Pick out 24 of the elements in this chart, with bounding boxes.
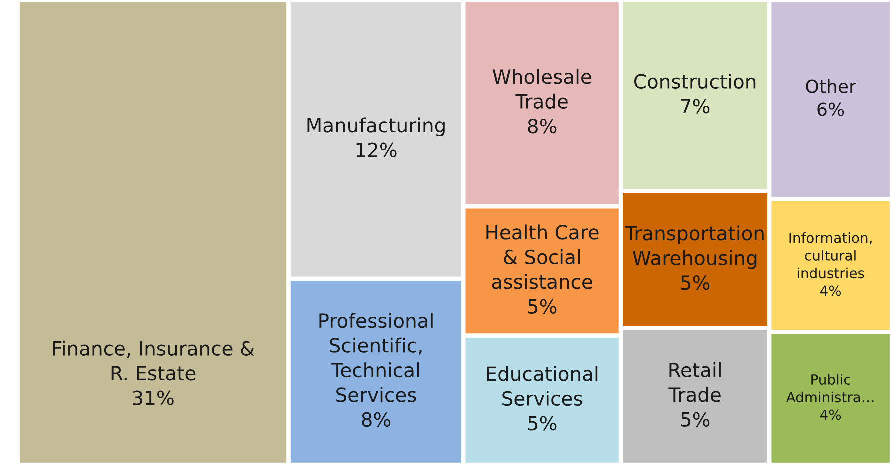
- category-label: Wholesale Trade: [492, 69, 592, 109]
- data-label: 7%: [681, 99, 710, 114]
- data-label: 5%: [528, 299, 557, 314]
- category-label: Retail Trade: [668, 362, 721, 402]
- data-label: 8%: [528, 118, 557, 134]
- data-label: 5%: [681, 412, 710, 427]
- data-label: 5%: [528, 416, 557, 431]
- category-label: Transportation Warehousing: [625, 226, 764, 270]
- category-label: Educational Services: [487, 366, 598, 406]
- category-label: Finance, Insurance & R. Estate: [53, 340, 254, 381]
- data-label: 12%: [356, 142, 397, 158]
- data-label: 8%: [362, 412, 391, 428]
- data-label: 4%: [820, 286, 842, 296]
- category-label: Public Administra…: [786, 374, 874, 403]
- data-label: 5%: [681, 276, 710, 290]
- data-label: 31%: [133, 390, 174, 406]
- category-label: Information, cultural industries: [790, 232, 872, 279]
- category-label: Health Care & Social assistance: [486, 224, 599, 290]
- category-label: Other: [806, 79, 856, 94]
- category-label: Manufacturing: [308, 118, 445, 137]
- data-label: 4%: [820, 410, 842, 420]
- category-label: Professional Scientific, Technical Services: [320, 313, 433, 402]
- data-label: 6%: [818, 102, 844, 116]
- category-label: Construction: [634, 74, 756, 90]
